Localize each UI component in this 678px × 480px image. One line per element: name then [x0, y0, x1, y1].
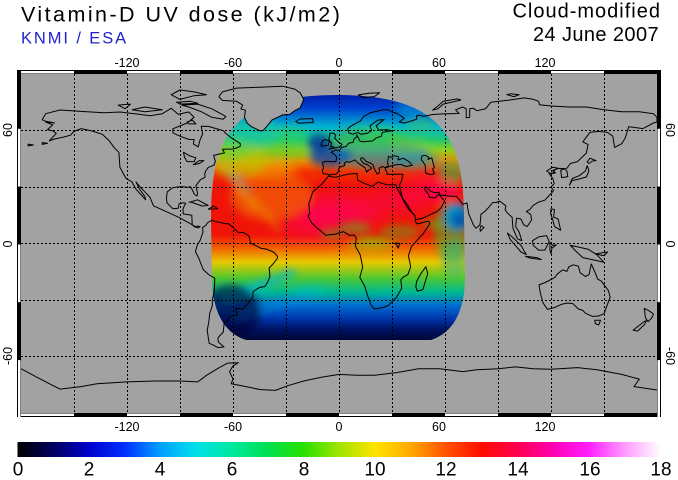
- svg-text:60: 60: [432, 420, 446, 434]
- svg-text:Vitamin-D UV dose (kJ/m2): Vitamin-D UV dose (kJ/m2): [21, 3, 342, 27]
- svg-text:18: 18: [650, 460, 671, 480]
- svg-text:0: 0: [663, 241, 677, 248]
- svg-text:4: 4: [155, 460, 166, 480]
- svg-text:60: 60: [1, 123, 15, 137]
- svg-text:14: 14: [507, 460, 529, 480]
- svg-text:-60: -60: [1, 347, 15, 365]
- svg-text:12: 12: [435, 460, 456, 480]
- svg-text:120: 120: [535, 56, 556, 70]
- svg-text:2: 2: [84, 460, 95, 480]
- svg-text:0: 0: [336, 420, 343, 434]
- svg-text:-120: -120: [114, 420, 139, 434]
- svg-text:-60: -60: [224, 56, 242, 70]
- svg-text:60: 60: [432, 56, 446, 70]
- svg-text:60: 60: [663, 123, 677, 137]
- svg-text:6: 6: [227, 460, 238, 480]
- svg-text:0: 0: [13, 460, 24, 480]
- svg-text:120: 120: [535, 420, 556, 434]
- svg-text:-60: -60: [224, 420, 242, 434]
- svg-text:0: 0: [1, 240, 15, 247]
- svg-text:KNMI / ESA: KNMI / ESA: [21, 30, 128, 48]
- svg-text:16: 16: [579, 460, 600, 480]
- svg-text:-60: -60: [663, 347, 677, 365]
- svg-text:24 June 2007: 24 June 2007: [533, 24, 659, 46]
- svg-text:8: 8: [299, 460, 310, 480]
- svg-text:0: 0: [336, 56, 343, 70]
- svg-text:10: 10: [364, 460, 385, 480]
- svg-text:Cloud-modified: Cloud-modified: [512, 1, 661, 23]
- svg-text:-120: -120: [114, 56, 139, 70]
